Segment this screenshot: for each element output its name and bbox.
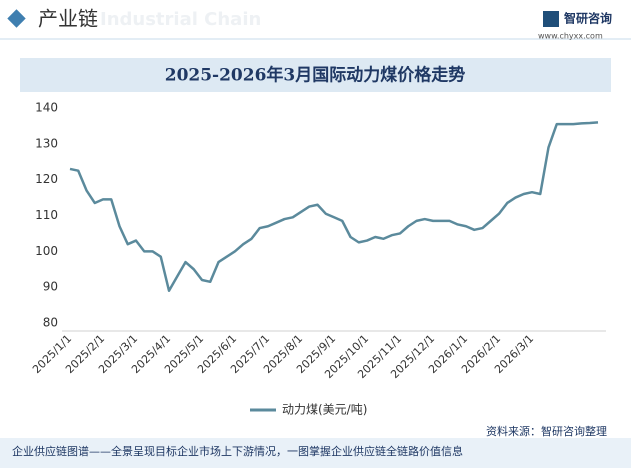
y-tick-label: 90 (43, 280, 58, 294)
header-section: 产业链 (38, 7, 98, 31)
title-band (20, 58, 611, 92)
legend-label: 动力煤(美元/吨) (282, 403, 367, 417)
header-icon (7, 9, 26, 28)
header-rule (0, 38, 631, 40)
url: www.chyxx.com (538, 32, 603, 41)
y-tick-label: 120 (35, 172, 58, 186)
y-tick-label: 140 (35, 101, 58, 115)
source: 资料来源：智研咨询整理 (486, 424, 607, 438)
series-line (69, 121, 599, 292)
y-tick-label: 80 (43, 316, 58, 330)
y-tick-label: 100 (35, 244, 58, 258)
header-watermark: Industrial Chain (100, 9, 261, 30)
y-tick-label: 130 (35, 136, 58, 150)
footer-band (0, 438, 631, 468)
slogan: 企业供应链图谱——全景呈现目标企业市场上下游情况，一图掌握企业供应链全链路价值信… (12, 444, 463, 458)
chart-title: 2025-2026年3月国际动力煤价格走势 (165, 65, 466, 86)
y-tick-label: 110 (35, 208, 58, 222)
logo-icon (543, 11, 559, 27)
brand: 智研咨询 (563, 11, 612, 26)
